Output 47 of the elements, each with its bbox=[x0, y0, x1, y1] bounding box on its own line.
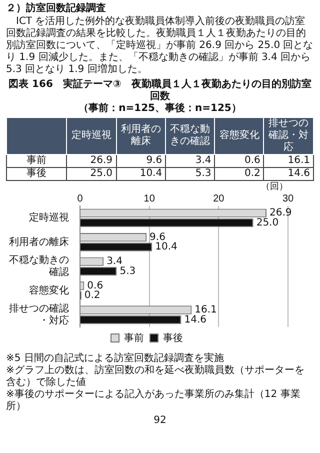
data-label: 26.9 bbox=[270, 208, 292, 219]
category-label: 不穏な動きの確認 bbox=[170, 124, 210, 147]
text: 26.9 bbox=[90, 155, 113, 166]
text: 事後 bbox=[26, 168, 46, 179]
data-label: 25.0 bbox=[256, 217, 279, 228]
data-label: 5.3 bbox=[120, 266, 136, 277]
text: 10.4 bbox=[140, 168, 162, 179]
text: 3.4 bbox=[195, 155, 212, 166]
y-tick-label: 定時巡視 bbox=[29, 212, 69, 224]
text: 92 bbox=[152, 415, 168, 427]
text: 0.2 bbox=[244, 168, 260, 179]
data-label: 10.4 bbox=[155, 242, 178, 253]
x-tick-label: 0 bbox=[77, 194, 84, 205]
chart-title: 図表 166 実証テーマ③ 夜勤職員１人１夜勤あたりの目的別訪室回数 bbox=[8, 79, 312, 102]
data-label: 9.6 bbox=[150, 232, 166, 243]
text: 0.6 bbox=[244, 155, 260, 166]
data-label: 0.6 bbox=[87, 280, 104, 292]
text: 5.3 bbox=[195, 168, 212, 179]
y-tick-label: 利用者の離床 bbox=[9, 236, 69, 248]
y-tick-label: 容態変化 bbox=[29, 284, 69, 296]
y-tick-label: 排せつの確認 ・対応 bbox=[9, 302, 69, 327]
y-tick-label: 不穏な動きの 確認 bbox=[9, 255, 69, 278]
text: 事前 bbox=[26, 155, 46, 166]
text: ICT を活用した例外的な夜勤職員体制導入前後の夜勤職員の訪室回数記録調査の結果を比較した。夜勤職員１人１夜勤あたりの目的別訪室回数について、「定時巡視」が事前 26.9 回から 25.0 回となり 1.9 回減少した。また、「不穏な動きの確認」が事前 3.4 回から 5.3 回となり 1.9 回増加した。 bbox=[6, 16, 314, 76]
category-label: 利用者の離床 bbox=[120, 124, 161, 147]
chart-subtitle: （事前：n=125、事後：n=125） bbox=[78, 103, 242, 115]
category-label: 容態変化 bbox=[219, 130, 260, 141]
text: ※事後のサポーターによる記入があった事業所のみ集計（12 事業所） bbox=[6, 389, 302, 413]
legend-label: 事後 bbox=[163, 332, 183, 344]
x-tick-label: 20 bbox=[213, 194, 225, 205]
legend-label: 事前 bbox=[124, 332, 144, 344]
x-tick-label: 10 bbox=[144, 194, 156, 205]
text: ※5 日間の自記式による訪室回数記録調査を実施 bbox=[6, 353, 225, 364]
x-tick-label: 30 bbox=[282, 194, 294, 205]
text: 16.1 bbox=[288, 155, 310, 166]
data-label: 16.1 bbox=[194, 304, 217, 316]
text: ２）訪室回数記録調査 bbox=[6, 3, 107, 15]
text: ※グラフ上の数は、訪室回数の和を延べ夜勤職員数（サポーターを含む）で除した値 bbox=[6, 365, 306, 388]
data-label: 3.4 bbox=[106, 256, 122, 268]
text: 14.6 bbox=[288, 168, 310, 179]
category-label: 定時巡視 bbox=[71, 130, 112, 141]
text: 25.0 bbox=[90, 168, 113, 179]
text: 9.6 bbox=[146, 155, 162, 166]
x-axis-title: （回） bbox=[261, 180, 288, 191]
data-label: 14.6 bbox=[184, 314, 206, 326]
category-label: 排せつの確認・対応 bbox=[268, 118, 309, 153]
data-label: 0.2 bbox=[84, 290, 100, 302]
